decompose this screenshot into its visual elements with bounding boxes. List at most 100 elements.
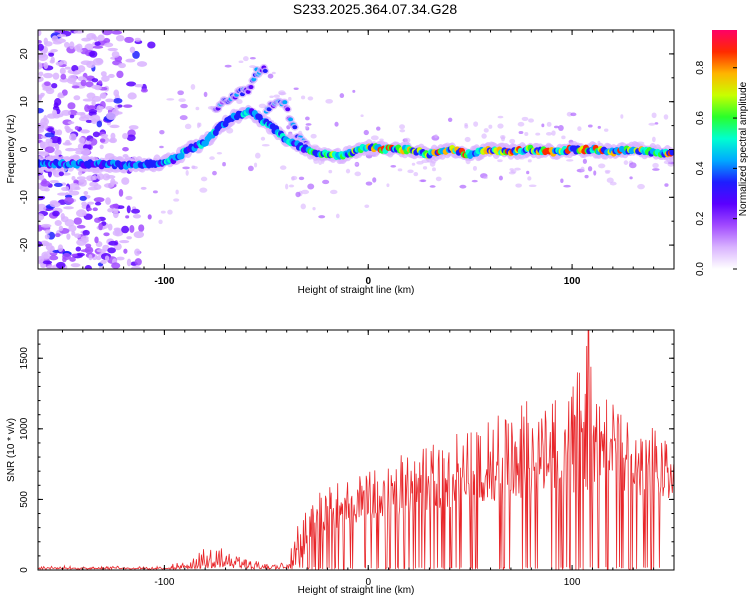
scatter-speckle <box>652 168 660 171</box>
snr-xlabel: Height of straight line (km) <box>298 585 415 596</box>
scatter-speckle <box>339 93 345 99</box>
noise-speckle <box>38 71 44 77</box>
scatter-speckle <box>399 129 406 133</box>
noise-speckle <box>105 197 111 205</box>
noise-speckle <box>61 89 68 96</box>
scatter-speckle <box>330 189 338 195</box>
scatter-speckle <box>535 132 541 136</box>
noise-speckle <box>68 190 80 196</box>
scatter-speckle <box>298 176 305 181</box>
noise-speckle <box>55 261 66 269</box>
noise-speckle <box>100 71 107 77</box>
noise-speckle <box>66 233 71 240</box>
scatter-speckle <box>260 136 266 141</box>
scatter-speckle <box>370 135 379 141</box>
branch-core <box>266 107 272 112</box>
scatter-speckle <box>166 98 175 101</box>
scatter-speckle <box>472 165 477 171</box>
scatter-speckle <box>483 128 489 133</box>
scatter-speckle <box>300 95 306 100</box>
spectrogram-ytick-label: -10 <box>19 190 30 205</box>
scatter-speckle <box>429 185 436 188</box>
noise-speckle <box>100 133 109 138</box>
scatter-speckle <box>200 176 208 182</box>
scatter-speckle <box>184 123 192 130</box>
noise-speckle <box>60 73 67 80</box>
noise-speckle <box>78 137 85 144</box>
scatter-speckle <box>307 183 315 190</box>
noise-speckle <box>75 252 85 257</box>
noise-speckle <box>38 151 50 157</box>
noise-speckle <box>96 173 105 181</box>
noise-speckle <box>55 38 66 44</box>
noise-speckle <box>65 139 71 145</box>
noise-speckle <box>44 41 53 47</box>
noise-speckle <box>61 172 71 176</box>
noise-speckle <box>76 49 83 53</box>
scatter-speckle <box>261 144 270 147</box>
scatter-speckle <box>546 121 552 127</box>
noise-speckle <box>64 219 75 227</box>
scatter-speckle <box>345 168 351 174</box>
spectrogram-ytick-label: -20 <box>19 237 30 252</box>
noise-speckle <box>76 224 86 229</box>
scatter-speckle <box>413 171 419 177</box>
noise-speckle <box>58 225 64 232</box>
snr-frame <box>37 329 675 571</box>
noise-speckle <box>56 33 67 38</box>
scatter-speckle <box>318 159 323 165</box>
noise-speckle <box>40 92 45 97</box>
noise-speckle <box>71 253 78 257</box>
noise-speckle <box>38 241 43 247</box>
noise-speckle <box>92 131 100 138</box>
scatter-speckle <box>267 73 274 79</box>
noise-speckle <box>44 132 55 138</box>
noise-speckle <box>123 104 133 108</box>
scatter-speckle <box>597 125 601 129</box>
noise-speckle <box>119 239 130 244</box>
scatter-speckle <box>528 118 535 123</box>
noise-speckle <box>80 129 90 134</box>
noise-speckle <box>99 138 106 143</box>
noise-speckle <box>76 238 87 246</box>
scatter-speckle <box>541 123 545 128</box>
noise-speckle <box>107 208 114 213</box>
noise-speckle <box>54 98 62 106</box>
scatter-speckle <box>411 162 416 166</box>
scatter-speckle <box>464 136 471 143</box>
scatter-speckle <box>553 125 559 129</box>
spectrogram-xlabel: Height of straight line (km) <box>298 285 415 296</box>
noise-speckle <box>124 36 134 43</box>
noise-speckle <box>74 233 81 239</box>
scatter-speckle <box>178 98 186 103</box>
scatter-speckle <box>434 134 438 139</box>
noise-speckle <box>111 51 120 58</box>
scatter-speckle <box>295 191 301 198</box>
scatter-speckle <box>459 184 467 189</box>
scatter-speckle <box>364 204 370 208</box>
noise-speckle <box>125 215 130 219</box>
scatter-speckle <box>300 203 306 210</box>
noise-speckle <box>136 61 148 67</box>
noise-speckle <box>118 62 126 69</box>
scatter-speckle <box>372 177 377 183</box>
scatter-speckle <box>173 198 180 202</box>
noise-speckle <box>116 256 125 261</box>
noise-speckle <box>42 72 54 79</box>
noise-speckle <box>69 257 76 262</box>
branch-core <box>245 89 251 94</box>
noise-speckle <box>43 62 49 70</box>
scatter-speckle <box>195 106 200 111</box>
scatter-speckle <box>603 128 609 132</box>
scatter-speckle <box>420 179 427 183</box>
scatter-speckle <box>577 126 582 132</box>
branch-core <box>282 100 288 105</box>
noise-speckle <box>50 48 58 53</box>
scatter-speckle <box>278 92 287 96</box>
noise-speckle <box>38 62 43 70</box>
scatter-speckle <box>249 57 256 60</box>
scatter-speckle <box>497 159 503 163</box>
noise-speckle <box>128 125 139 130</box>
noise-speckle <box>69 41 75 50</box>
noise-speckle <box>138 224 145 232</box>
